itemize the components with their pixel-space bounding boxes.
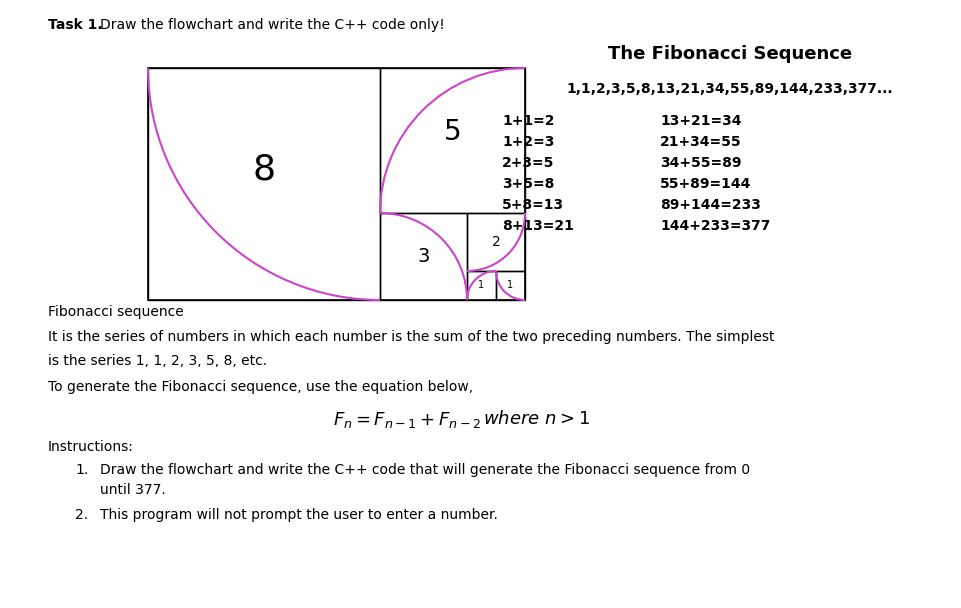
Text: 3+5=8: 3+5=8: [502, 177, 554, 191]
Bar: [496, 271, 525, 300]
Text: 3: 3: [417, 247, 430, 266]
Text: $F_n = F_{n-1} + F_{n-2}$: $F_n = F_{n-1} + F_{n-2}$: [333, 410, 480, 430]
Text: Task 1.: Task 1.: [48, 18, 103, 32]
Text: 1,1,2,3,5,8,13,21,34,55,89,144,233,377...: 1,1,2,3,5,8,13,21,34,55,89,144,233,377..…: [566, 82, 893, 96]
Text: 89+144=233: 89+144=233: [659, 198, 760, 212]
Text: Draw the flowchart and write the C++ code that will generate the Fibonacci seque: Draw the flowchart and write the C++ cod…: [100, 463, 750, 477]
Text: 8+13=21: 8+13=21: [502, 219, 574, 233]
Bar: [380, 213, 466, 300]
Text: until 377.: until 377.: [100, 483, 165, 497]
Text: 144+233=377: 144+233=377: [659, 219, 770, 233]
Text: 1.: 1.: [75, 463, 88, 477]
Text: 5+8=13: 5+8=13: [502, 198, 563, 212]
Bar: [466, 271, 496, 300]
Text: 21+34=55: 21+34=55: [659, 135, 741, 149]
Text: Instructions:: Instructions:: [48, 440, 134, 454]
Text: 5: 5: [443, 118, 461, 146]
Text: $\mathit{where}\ n > 1$: $\mathit{where}\ n > 1$: [482, 410, 589, 428]
Text: 1: 1: [478, 280, 484, 291]
Text: 2: 2: [491, 235, 500, 249]
Text: 1+1=2: 1+1=2: [502, 114, 554, 128]
Text: 55+89=144: 55+89=144: [659, 177, 751, 191]
Text: To generate the Fibonacci sequence, use the equation below,: To generate the Fibonacci sequence, use …: [48, 380, 473, 394]
Bar: [380, 68, 525, 213]
Text: 1: 1: [506, 280, 513, 291]
Text: It is the series of numbers in which each number is the sum of the two preceding: It is the series of numbers in which eac…: [48, 330, 774, 344]
Text: 8: 8: [252, 153, 275, 187]
Text: 2+3=5: 2+3=5: [502, 156, 554, 170]
Text: Draw the flowchart and write the C++ code only!: Draw the flowchart and write the C++ cod…: [100, 18, 444, 32]
Bar: [466, 213, 525, 271]
Text: The Fibonacci Sequence: The Fibonacci Sequence: [607, 45, 851, 63]
Bar: [148, 68, 380, 300]
Text: This program will not prompt the user to enter a number.: This program will not prompt the user to…: [100, 508, 498, 522]
Text: 1+2=3: 1+2=3: [502, 135, 554, 149]
Text: Fibonacci sequence: Fibonacci sequence: [48, 305, 184, 319]
Text: is the series 1, 1, 2, 3, 5, 8, etc.: is the series 1, 1, 2, 3, 5, 8, etc.: [48, 354, 267, 368]
Text: 13+21=34: 13+21=34: [659, 114, 741, 128]
Text: 2.: 2.: [75, 508, 88, 522]
Bar: [148, 68, 525, 300]
Text: 34+55=89: 34+55=89: [659, 156, 741, 170]
